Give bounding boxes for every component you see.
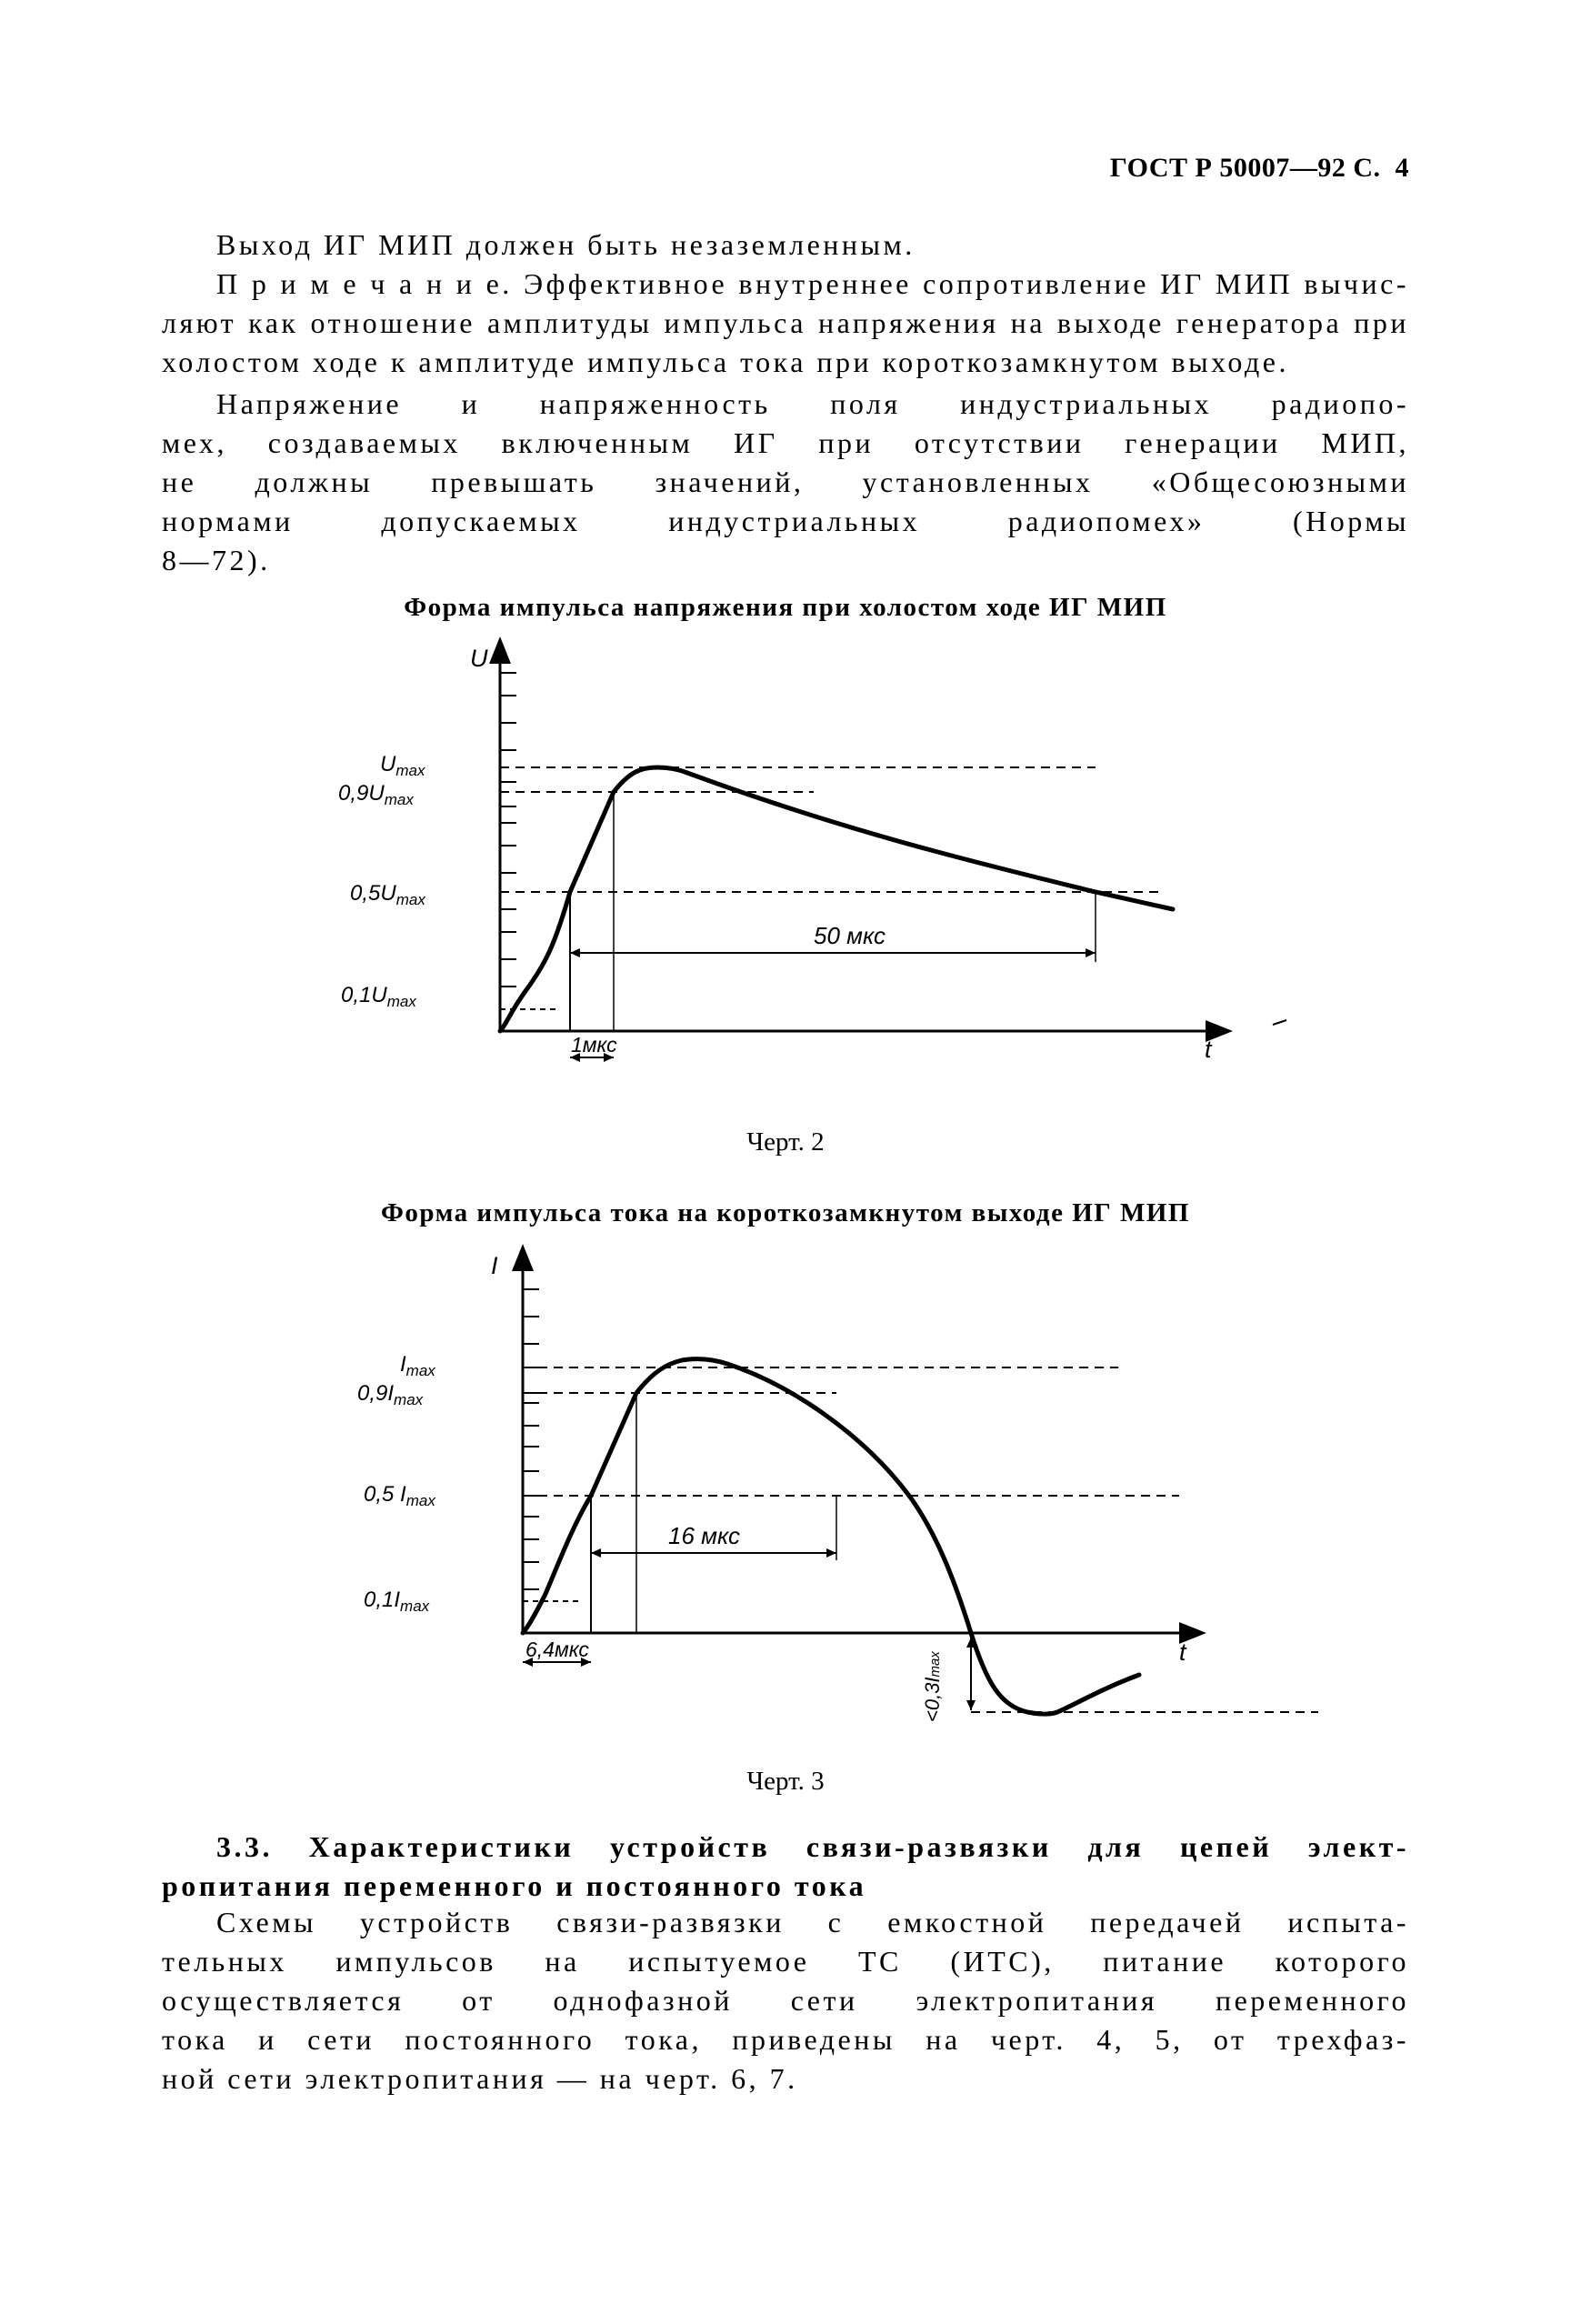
svg-text:Imax: Imax bbox=[400, 1352, 435, 1379]
svg-text:I: I bbox=[491, 1252, 498, 1279]
svg-text:16 мкс: 16 мкс bbox=[668, 1522, 740, 1549]
svg-text:0,9Imax: 0,9Imax bbox=[357, 1381, 424, 1408]
svg-text:t: t bbox=[1179, 1638, 1187, 1666]
svg-text:<0,3Imax: <0,3Imax bbox=[921, 1651, 944, 1722]
svg-text:0,5 Imax: 0,5 Imax bbox=[364, 1482, 435, 1509]
svg-text:0,1Imax: 0,1Imax bbox=[364, 1588, 430, 1615]
svg-text:6,4мкс: 6,4мкс bbox=[525, 1638, 589, 1661]
